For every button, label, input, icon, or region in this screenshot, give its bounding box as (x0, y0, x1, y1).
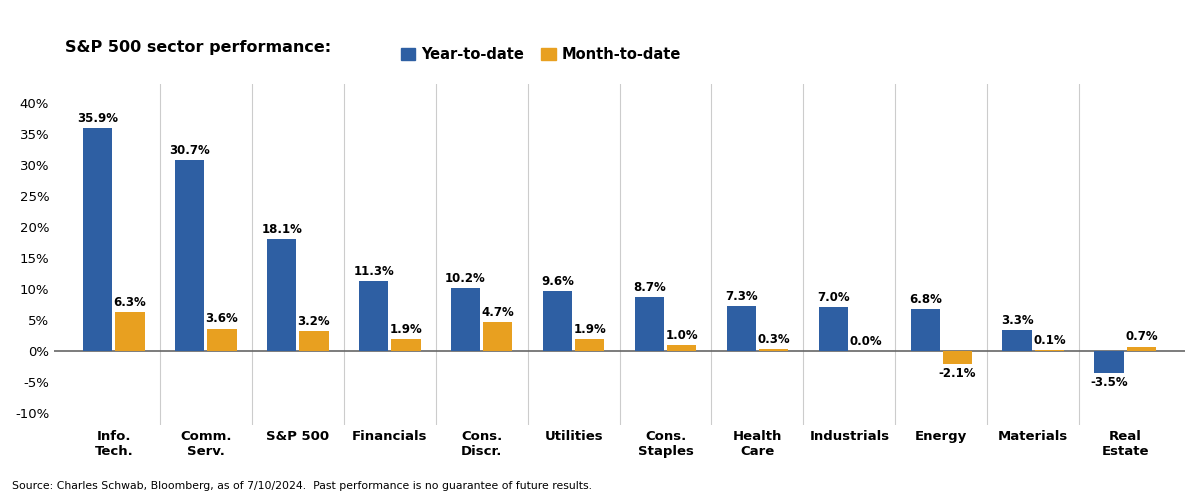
Bar (667, 345, 696, 351)
Text: 6.8%: 6.8% (908, 293, 942, 306)
Text: 10.2%: 10.2% (445, 272, 486, 284)
Bar (484, 322, 512, 351)
Text: S&P 500 sector performance:: S&P 500 sector performance: (66, 40, 331, 55)
Text: 0.3%: 0.3% (757, 333, 790, 346)
Bar (1002, 330, 1032, 351)
Bar (542, 291, 572, 351)
Text: 6.3%: 6.3% (114, 296, 146, 309)
Bar (1094, 351, 1124, 373)
Text: 11.3%: 11.3% (353, 265, 394, 278)
Text: 3.6%: 3.6% (205, 313, 239, 325)
Text: 8.7%: 8.7% (634, 281, 666, 294)
Text: 0.7%: 0.7% (1126, 330, 1158, 344)
Text: 35.9%: 35.9% (77, 112, 119, 125)
Bar (758, 349, 788, 351)
Text: Source: Charles Schwab, Bloomberg, as of 7/10/2024.  Past performance is no guar: Source: Charles Schwab, Bloomberg, as of… (12, 481, 592, 491)
Text: 7.3%: 7.3% (725, 289, 757, 303)
Text: 3.2%: 3.2% (298, 315, 330, 328)
Bar (175, 160, 204, 351)
Bar (359, 281, 389, 351)
Bar (299, 331, 329, 351)
Text: 1.9%: 1.9% (574, 323, 606, 336)
Text: 1.0%: 1.0% (665, 329, 698, 342)
Bar (943, 351, 972, 364)
Bar (575, 339, 605, 351)
Text: 4.7%: 4.7% (481, 306, 514, 318)
Bar (208, 329, 236, 351)
Text: 0.0%: 0.0% (850, 335, 882, 348)
Bar (83, 128, 113, 351)
Text: 30.7%: 30.7% (169, 144, 210, 157)
Text: 18.1%: 18.1% (262, 222, 302, 236)
Text: 3.3%: 3.3% (1001, 315, 1033, 327)
Text: 1.9%: 1.9% (390, 323, 422, 336)
Legend: Year-to-date, Month-to-date: Year-to-date, Month-to-date (401, 47, 682, 62)
Bar (727, 306, 756, 351)
Bar (266, 239, 296, 351)
Bar (115, 312, 145, 351)
Text: 7.0%: 7.0% (817, 291, 850, 304)
Text: 9.6%: 9.6% (541, 275, 574, 288)
Bar (451, 287, 480, 351)
Bar (635, 297, 664, 351)
Bar (911, 309, 940, 351)
Text: -3.5%: -3.5% (1091, 376, 1128, 389)
Text: -2.1%: -2.1% (938, 367, 976, 380)
Bar (391, 339, 420, 351)
Text: 0.1%: 0.1% (1033, 334, 1066, 347)
Bar (818, 308, 848, 351)
Bar (1127, 347, 1156, 351)
